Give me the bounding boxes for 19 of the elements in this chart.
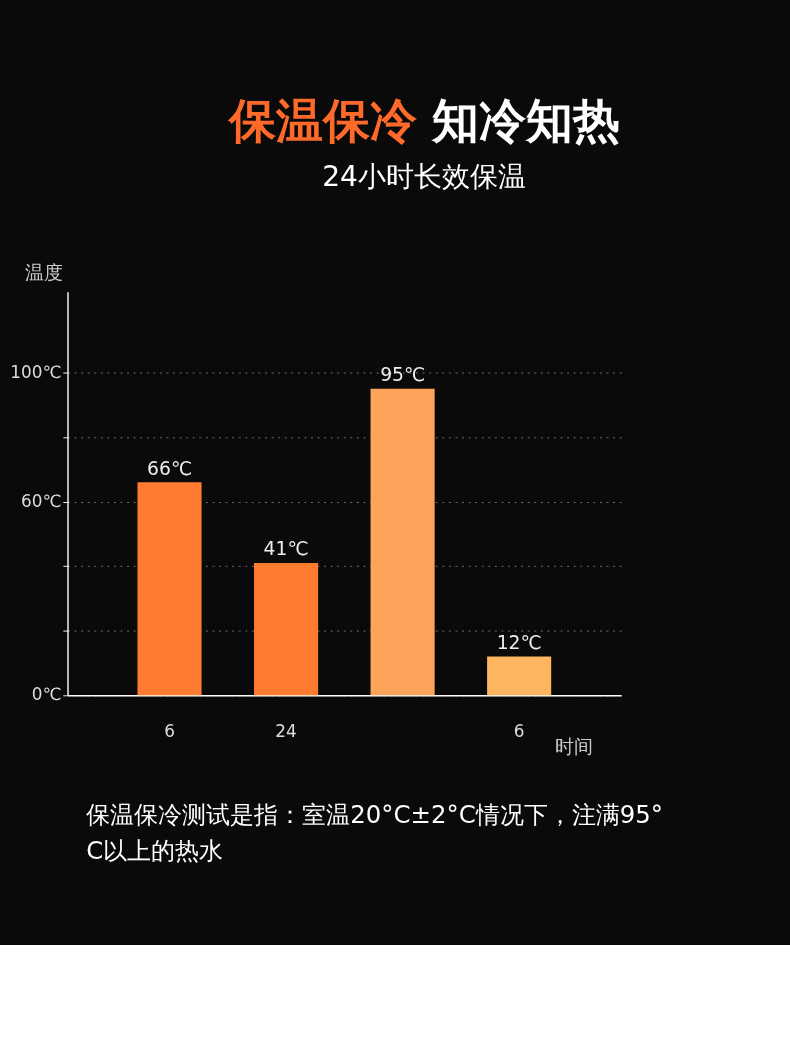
y-tick-label: 0℃ bbox=[31, 684, 62, 705]
chart-title: 保温保冷 知冷知热 bbox=[226, 93, 620, 149]
bar bbox=[487, 656, 552, 696]
x-tick-label: 6 bbox=[513, 721, 525, 742]
x-axis-title: 时间 bbox=[555, 736, 594, 758]
bar bbox=[370, 388, 435, 696]
x-tick-label: 6 bbox=[164, 721, 175, 742]
bar bbox=[137, 482, 202, 696]
y-axis-title: 温度 bbox=[25, 262, 64, 284]
chart-subtitle: 24小时长效保温 bbox=[322, 159, 526, 193]
y-tick-label: 100℃ bbox=[10, 361, 62, 382]
data-label: 66℃ bbox=[147, 457, 192, 479]
text: 保温保冷测试是指：室温20°C±2°C情况下，注满95°C以上的热水 bbox=[86, 799, 663, 865]
bar bbox=[254, 563, 319, 696]
x-tick-label: 24 bbox=[275, 721, 297, 742]
data-label: 95℃ bbox=[380, 364, 426, 386]
data-label: 41℃ bbox=[263, 538, 309, 560]
y-tick-label: 60℃ bbox=[21, 490, 62, 511]
data-label: 12℃ bbox=[496, 632, 542, 654]
